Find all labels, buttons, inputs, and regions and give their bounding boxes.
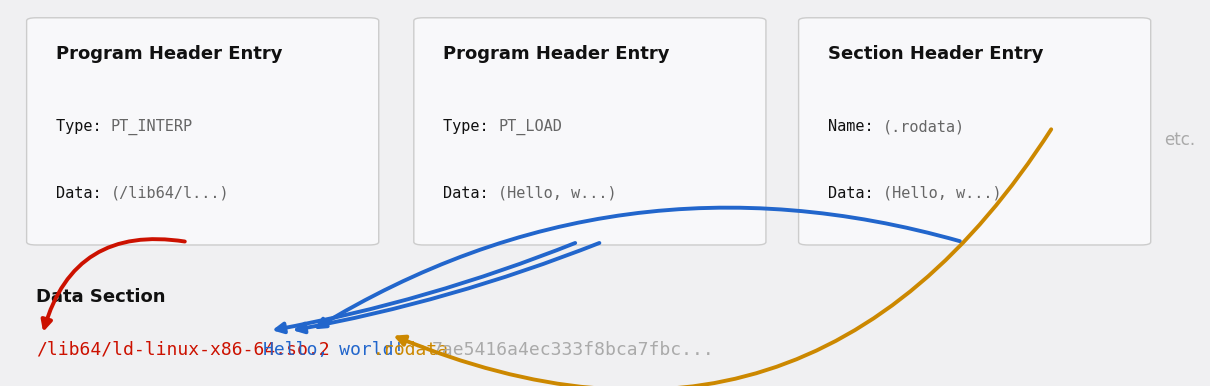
Text: (/lib64/l...): (/lib64/l...) [111,186,230,201]
Text: (.rodata): (.rodata) [883,119,964,134]
Text: Data Section: Data Section [36,288,166,306]
Text: /lib64/ld-linux-x86-64.so.2: /lib64/ld-linux-x86-64.so.2 [36,341,330,359]
Text: Type:: Type: [56,119,110,134]
Text: Name:: Name: [828,119,882,134]
Text: etc.: etc. [1164,131,1195,149]
Text: Program Header Entry: Program Header Entry [56,46,282,63]
Text: .rodata: .rodata [373,341,449,359]
Text: Data:: Data: [828,186,882,201]
Text: Program Header Entry: Program Header Entry [443,46,669,63]
Text: PT_INTERP: PT_INTERP [111,119,192,135]
FancyBboxPatch shape [414,18,766,245]
Text: (Hello, w...): (Hello, w...) [883,186,1002,201]
FancyBboxPatch shape [27,18,379,245]
Text: Hello, world!: Hello, world! [264,341,404,359]
Text: Type:: Type: [443,119,497,134]
Text: Data:: Data: [443,186,497,201]
Text: 7ae5416a4ec333f8bca7fbc...: 7ae5416a4ec333f8bca7fbc... [432,341,714,359]
Text: PT_LOAD: PT_LOAD [499,119,561,135]
Text: Section Header Entry: Section Header Entry [828,46,1043,63]
FancyBboxPatch shape [799,18,1151,245]
Text: Data:: Data: [56,186,110,201]
Text: (Hello, w...): (Hello, w...) [499,186,617,201]
